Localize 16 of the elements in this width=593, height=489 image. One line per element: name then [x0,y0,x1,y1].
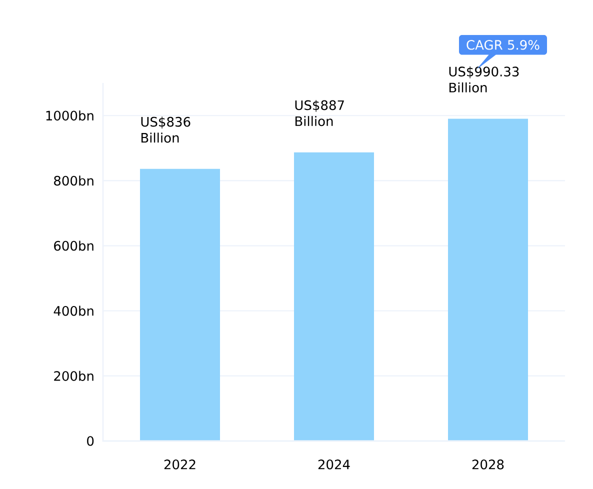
x-tick-label: 2024 [318,460,350,470]
data-label: US$887 Billion [295,100,344,126]
bar [140,168,220,441]
y-tick-label: 0 [87,436,94,446]
bar [448,118,528,441]
x-tick-label: 2022 [164,460,196,470]
y-tick-label: 600bn [54,240,94,251]
y-tick-label: 400bn [54,306,94,316]
data-label: US$990.33 Billion [449,66,519,92]
data-label: US$836 Billion [141,116,190,143]
y-tick-label: 1000bn [46,110,94,121]
text: CAGR 5.9% [466,40,540,50]
y-tick-label: 800bn [54,176,94,186]
bar [294,152,374,441]
x-tick-label: 2028 [472,460,504,470]
y-tick-label: 200bn [54,370,94,381]
